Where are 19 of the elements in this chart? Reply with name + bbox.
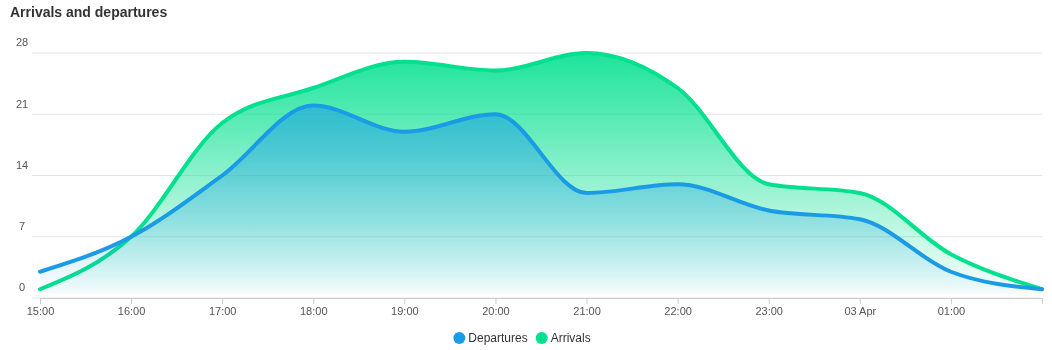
x-tick-label: 22:00: [664, 304, 692, 317]
y-tick-label: 21: [15, 97, 29, 110]
x-tick-label: 15:00: [26, 304, 55, 317]
legend-label: Arrivals: [550, 331, 591, 345]
x-tick-label: 03 Apr: [844, 304, 877, 317]
x-tick-label: 19:00: [391, 304, 419, 317]
x-tick-label: 17:00: [208, 304, 237, 317]
x-tick-label: 23:00: [755, 304, 783, 317]
x-tick-label: 20:00: [482, 304, 510, 317]
y-tick-label: 28: [15, 36, 29, 49]
legend-label: Departures: [468, 331, 528, 345]
y-tick-label: 0: [18, 281, 26, 294]
x-tick-label: 18:00: [300, 304, 328, 317]
y-tick-label: 14: [15, 158, 29, 171]
y-tick-label: 7: [18, 220, 26, 233]
x-tick-label: 16:00: [117, 304, 146, 317]
x-tick-label: 21:00: [573, 304, 601, 317]
chart-title: Arrivals and departures: [10, 4, 168, 20]
x-tick-label: 01:00: [937, 304, 966, 317]
